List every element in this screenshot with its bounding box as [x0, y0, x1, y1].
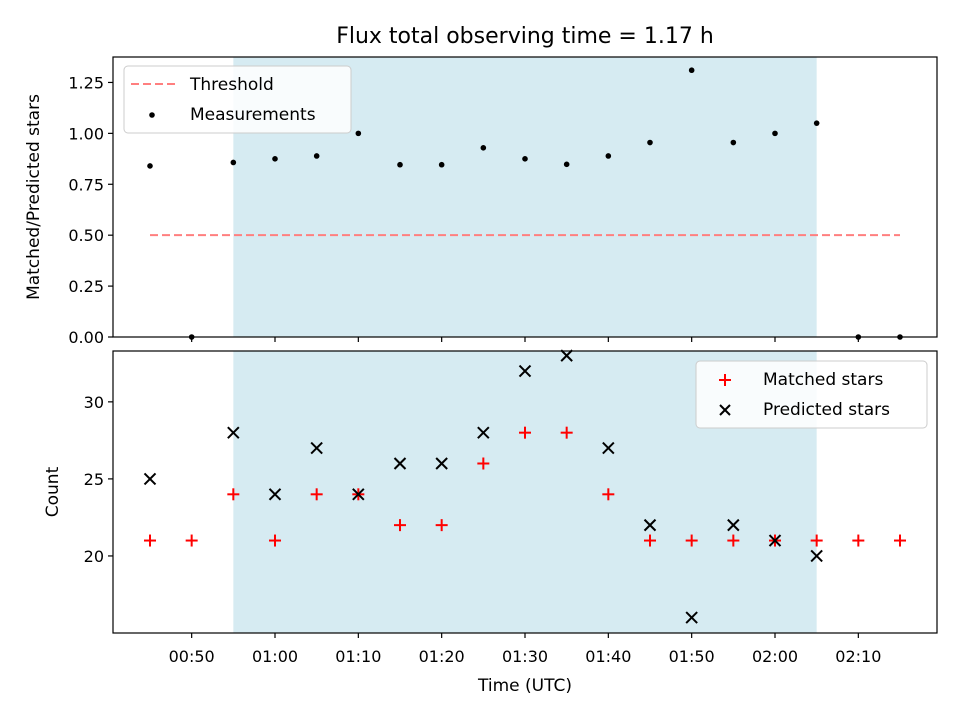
y-tick-label: 0.25 — [68, 277, 104, 296]
legend-measurements-swatch — [149, 112, 155, 118]
y-tick-label: 0.50 — [68, 226, 104, 245]
measurement-point — [813, 120, 820, 126]
y-tick-label: 0.75 — [68, 175, 104, 194]
x-tick-label: 01:30 — [502, 647, 548, 666]
x-tick-label: 01:40 — [585, 647, 631, 666]
legend-matched-swatch — [719, 374, 731, 386]
measurement-point — [230, 159, 237, 166]
predicted-star-marker — [143, 472, 157, 486]
matched-star-marker — [310, 488, 323, 501]
matched-star-marker — [394, 519, 406, 532]
y-tick-label: 1.00 — [68, 124, 104, 143]
x-tick-label: 00:50 — [169, 647, 215, 666]
measurement-point — [688, 67, 695, 74]
matched-stars-points — [144, 426, 906, 547]
x-tick-label: 01:10 — [335, 647, 381, 666]
top-panel: 0.00 0.25 0.50 0.75 1.00 1.25 Matched/Predict… — [24, 56, 938, 347]
y-tick-label: 0.00 — [68, 328, 104, 347]
predicted-star-marker — [768, 534, 782, 547]
top-x-ticks — [191, 337, 859, 342]
matched-star-marker — [269, 534, 281, 547]
matched-star-marker — [727, 534, 740, 547]
legend-predicted-swatch — [719, 404, 731, 416]
predicted-star-marker — [685, 611, 698, 624]
matched-star-marker — [894, 534, 906, 547]
bottom-axes-frame — [112, 350, 938, 634]
matched-star-marker — [685, 534, 698, 547]
y-tick-label: 20 — [84, 547, 104, 566]
measurement-point — [438, 161, 445, 168]
matched-star-marker — [227, 488, 240, 501]
legend-measurements-label: Measurements — [190, 105, 316, 125]
x-tick-label: 01:00 — [252, 647, 298, 666]
bottom-legend: Matched stars Predicted stars — [695, 360, 928, 429]
top-axes-frame — [112, 56, 938, 338]
measurement-point — [272, 156, 278, 162]
predicted-stars-points — [143, 349, 823, 624]
matched-star-marker — [435, 519, 448, 532]
matched-star-marker — [519, 426, 531, 439]
matched-star-marker — [852, 534, 865, 547]
top-legend: Threshold Measurements — [123, 65, 352, 134]
measurement-point — [480, 145, 487, 151]
bottom-y-axis-label: Count — [43, 466, 63, 517]
matched-star-marker — [144, 534, 156, 547]
predicted-star-marker — [810, 549, 823, 563]
x-tick-label: 02:00 — [752, 647, 798, 666]
matched-star-marker — [810, 534, 823, 547]
predicted-star-marker — [643, 518, 657, 532]
x-tick-label: 02:10 — [835, 647, 881, 666]
predicted-star-marker — [602, 441, 615, 455]
measurement-point — [647, 139, 653, 146]
measurement-point — [772, 130, 778, 137]
predicted-star-marker — [477, 426, 490, 439]
predicted-star-marker — [268, 488, 282, 501]
matched-star-marker — [185, 534, 198, 547]
bottom-y-ticks: 20 25 30 — [84, 393, 113, 566]
top-y-ticks: 0.00 0.25 0.50 0.75 1.00 1.25 — [68, 73, 113, 347]
measurement-point — [355, 130, 362, 137]
measurement-points — [147, 67, 903, 340]
measurement-point — [522, 156, 528, 162]
bottom-legend-box — [695, 360, 928, 429]
predicted-star-marker — [518, 364, 532, 378]
legend-threshold-label: Threshold — [189, 75, 274, 95]
predicted-star-marker — [352, 488, 365, 501]
x-axis-label: Time (UTC) — [477, 676, 572, 696]
matched-star-marker — [602, 488, 615, 501]
measurement-point — [605, 153, 612, 159]
matched-star-marker — [644, 534, 656, 547]
x-tick-label: 01:20 — [419, 647, 465, 666]
x-tick-label: 01:50 — [669, 647, 715, 666]
bottom-x-ticks: 00:50 01:00 01:10 01:20 01:30 01:40 01:50 02:00… — [169, 633, 881, 666]
predicted-star-marker — [560, 349, 573, 362]
y-tick-label: 25 — [84, 470, 104, 489]
top-legend-box — [123, 65, 352, 134]
predicted-star-marker — [727, 518, 740, 532]
measurement-point — [147, 163, 153, 169]
predicted-star-marker — [435, 457, 448, 470]
legend-matched-label: Matched stars — [763, 370, 883, 390]
y-tick-label: 1.25 — [68, 73, 104, 92]
measurement-point — [730, 139, 737, 146]
predicted-star-marker — [310, 441, 323, 455]
chart-title: Flux total observing time = 1.17 h — [336, 24, 714, 49]
top-y-axis-label: Matched/Predicted stars — [24, 94, 44, 300]
measurement-point — [397, 161, 403, 168]
matched-star-marker — [477, 457, 490, 470]
y-tick-label: 30 — [84, 393, 104, 412]
legend-predicted-label: Predicted stars — [763, 400, 890, 420]
predicted-star-marker — [393, 457, 407, 470]
measurement-point — [563, 161, 570, 168]
matched-star-marker — [560, 426, 573, 439]
measurement-point — [313, 153, 320, 159]
bottom-panel: 20 25 30 00:50 01:00 01:10 01:20 01:30 01:40 01:… — [43, 349, 938, 696]
predicted-star-marker — [227, 426, 240, 439]
